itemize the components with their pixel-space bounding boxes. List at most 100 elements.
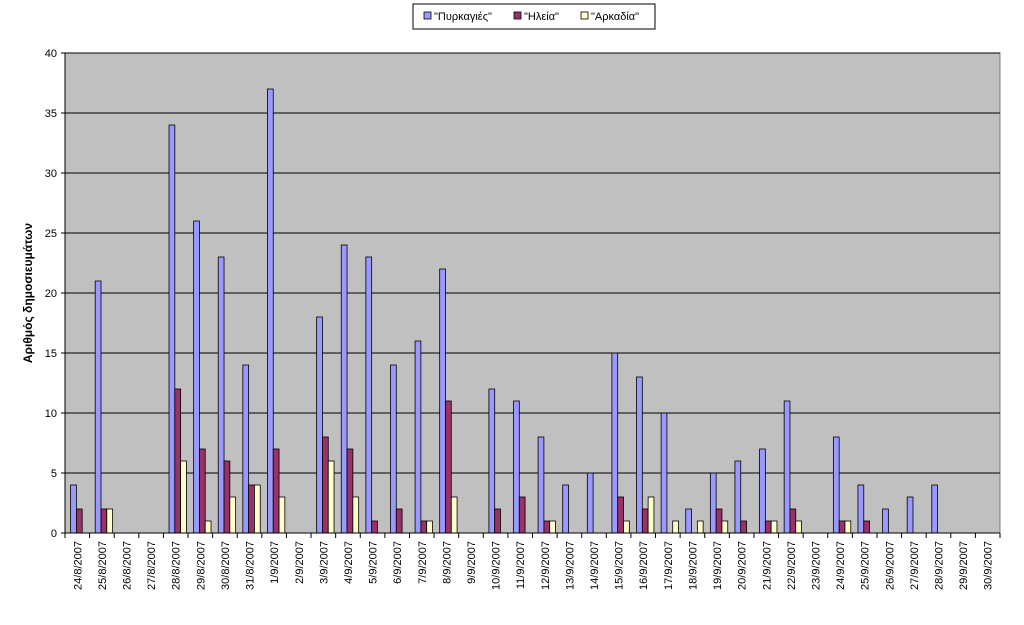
x-tick-label: 11/9/2007	[515, 541, 527, 589]
bar	[931, 484, 938, 534]
x-tick-label: 26/8/2007	[122, 541, 134, 590]
bar	[445, 400, 452, 534]
bar	[100, 508, 108, 534]
bar	[611, 352, 619, 534]
bar	[740, 520, 747, 534]
y-tick-label: 20	[45, 288, 57, 300]
x-tick-label: 29/8/2007	[195, 541, 207, 590]
bar	[672, 520, 679, 534]
x-ticks: 24/8/2007 25/8/2007 26/8/2007 27/8/2007 28/8…	[64, 533, 1001, 590]
y-axis-label: Αριθμός δημοσιευμάτων	[21, 223, 35, 364]
bar	[278, 496, 286, 534]
bar	[395, 508, 403, 534]
y-tick-label: 40	[45, 48, 57, 60]
bar	[204, 520, 212, 534]
bar	[513, 400, 520, 534]
legend-swatch	[513, 11, 522, 20]
bar	[371, 520, 378, 534]
bar	[223, 460, 231, 534]
bar	[242, 364, 250, 534]
bar	[199, 448, 206, 534]
x-tick-label: 8/9/2007	[441, 541, 453, 584]
legend-label: "Ηλεία"	[524, 11, 559, 23]
bar	[734, 460, 742, 534]
x-tick-label: 29/9/2007	[958, 541, 970, 590]
bar	[327, 460, 335, 534]
bar	[254, 484, 261, 534]
bar	[647, 496, 655, 534]
x-tick-label: 16/9/2007	[638, 541, 650, 590]
bar	[316, 316, 323, 534]
x-tick-label: 10/9/2007	[491, 541, 503, 590]
bar	[562, 484, 569, 534]
x-tick-label: 3/9/2007	[318, 541, 330, 584]
x-tick-label: 1/9/2007	[269, 541, 281, 584]
bar	[660, 412, 668, 534]
bar	[168, 124, 176, 534]
x-tick-label: 25/8/2007	[97, 541, 109, 590]
x-tick-label: 28/9/2007	[933, 541, 945, 590]
legend-swatch	[423, 11, 432, 20]
bar	[217, 256, 225, 534]
bar	[537, 436, 545, 534]
bar	[641, 508, 649, 534]
bar	[543, 520, 551, 534]
y-tick-label: 30	[45, 168, 57, 180]
bar	[488, 388, 496, 534]
x-tick-label: 27/9/2007	[909, 541, 921, 590]
x-tick-label: 2/9/2007	[294, 541, 306, 584]
bar	[229, 496, 237, 534]
bar	[272, 448, 280, 534]
bar	[721, 520, 729, 534]
bar	[844, 520, 852, 534]
x-tick-label: 25/9/2007	[860, 541, 872, 590]
x-tick-label: 21/9/2007	[761, 541, 773, 590]
y-tick-label: 10	[45, 408, 57, 420]
x-tick-label: 12/9/2007	[540, 541, 552, 590]
bar	[450, 496, 458, 534]
bar	[863, 520, 870, 534]
x-tick-label: 22/9/2007	[786, 541, 798, 590]
bar	[494, 508, 501, 534]
x-tick-label: 24/8/2007	[72, 541, 84, 590]
x-tick-label: 4/9/2007	[343, 541, 355, 584]
x-tick-label: 19/9/2007	[712, 541, 724, 590]
bar	[685, 508, 692, 534]
legend-swatch	[580, 11, 589, 20]
bar	[94, 280, 102, 534]
x-tick-label: 30/9/2007	[983, 541, 995, 590]
bar	[770, 520, 778, 534]
x-tick-label: 31/8/2007	[245, 541, 257, 590]
x-tick-label: 24/9/2007	[835, 541, 847, 590]
y-ticks: 0 5 10 15 20 25 30 35 40	[45, 48, 65, 540]
bar	[267, 88, 274, 534]
bar	[518, 496, 526, 534]
bar	[709, 472, 717, 534]
x-tick-label: 18/9/2007	[687, 541, 699, 590]
bar	[248, 484, 255, 534]
bar	[340, 244, 348, 534]
bar	[322, 436, 329, 534]
bar	[70, 484, 77, 534]
y-tick-label: 15	[45, 348, 57, 360]
bars	[70, 88, 938, 534]
y-tick-label: 35	[45, 108, 57, 120]
y-tick-label: 5	[51, 468, 57, 480]
y-tick-label: 0	[51, 528, 57, 540]
bar	[783, 400, 791, 534]
bar	[174, 388, 182, 534]
x-tick-label: 27/8/2007	[146, 541, 158, 590]
bar	[180, 460, 187, 534]
x-tick-label: 6/9/2007	[392, 541, 404, 584]
bar	[636, 376, 643, 534]
bar	[789, 508, 797, 534]
bar	[906, 496, 914, 534]
bar	[439, 268, 446, 534]
bar	[365, 256, 373, 534]
bar	[426, 520, 433, 534]
bar	[76, 508, 83, 534]
x-tick-label: 26/9/2007	[884, 541, 896, 590]
bar	[857, 484, 865, 534]
bar	[414, 340, 422, 534]
